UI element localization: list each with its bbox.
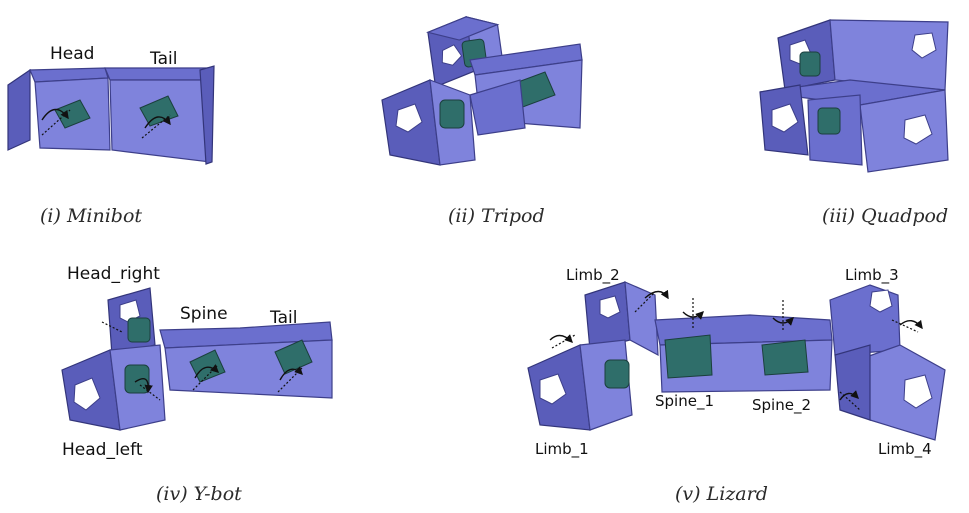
ybot-head-right-label: Head_right bbox=[67, 264, 160, 284]
minibot-caption: (i) Minibot bbox=[40, 205, 143, 227]
tripod-diagram bbox=[381, 12, 583, 166]
lizard-diagram bbox=[527, 281, 946, 441]
quadpod-diagram bbox=[759, 19, 949, 173]
ybot-tail-label: Tail bbox=[270, 308, 298, 328]
lizard-caption: (v) Lizard bbox=[675, 483, 768, 505]
minibot-head-label: Head bbox=[50, 44, 95, 64]
ybot-diagram bbox=[61, 287, 333, 431]
lizard-limb-1-label: Limb_1 bbox=[535, 440, 589, 458]
lizard-limb-2-label: Limb_2 bbox=[566, 266, 620, 284]
ybot-caption: (iv) Y-bot bbox=[156, 483, 242, 505]
lizard-spine-1-label: Spine_1 bbox=[655, 392, 714, 410]
quadpod-caption: (iii) Quadpod bbox=[822, 205, 949, 227]
lizard-limb-4-label: Limb_4 bbox=[878, 440, 932, 458]
lizard-limb-3-label: Limb_3 bbox=[845, 266, 899, 284]
tripod-caption: (ii) Tripod bbox=[448, 205, 545, 227]
minibot-tail-label: Tail bbox=[150, 49, 178, 69]
ybot-head-left-label: Head_left bbox=[62, 440, 143, 460]
ybot-spine-label: Spine bbox=[180, 304, 228, 324]
minibot-diagram bbox=[7, 65, 215, 165]
lizard-spine-2-label: Spine_2 bbox=[752, 396, 811, 414]
